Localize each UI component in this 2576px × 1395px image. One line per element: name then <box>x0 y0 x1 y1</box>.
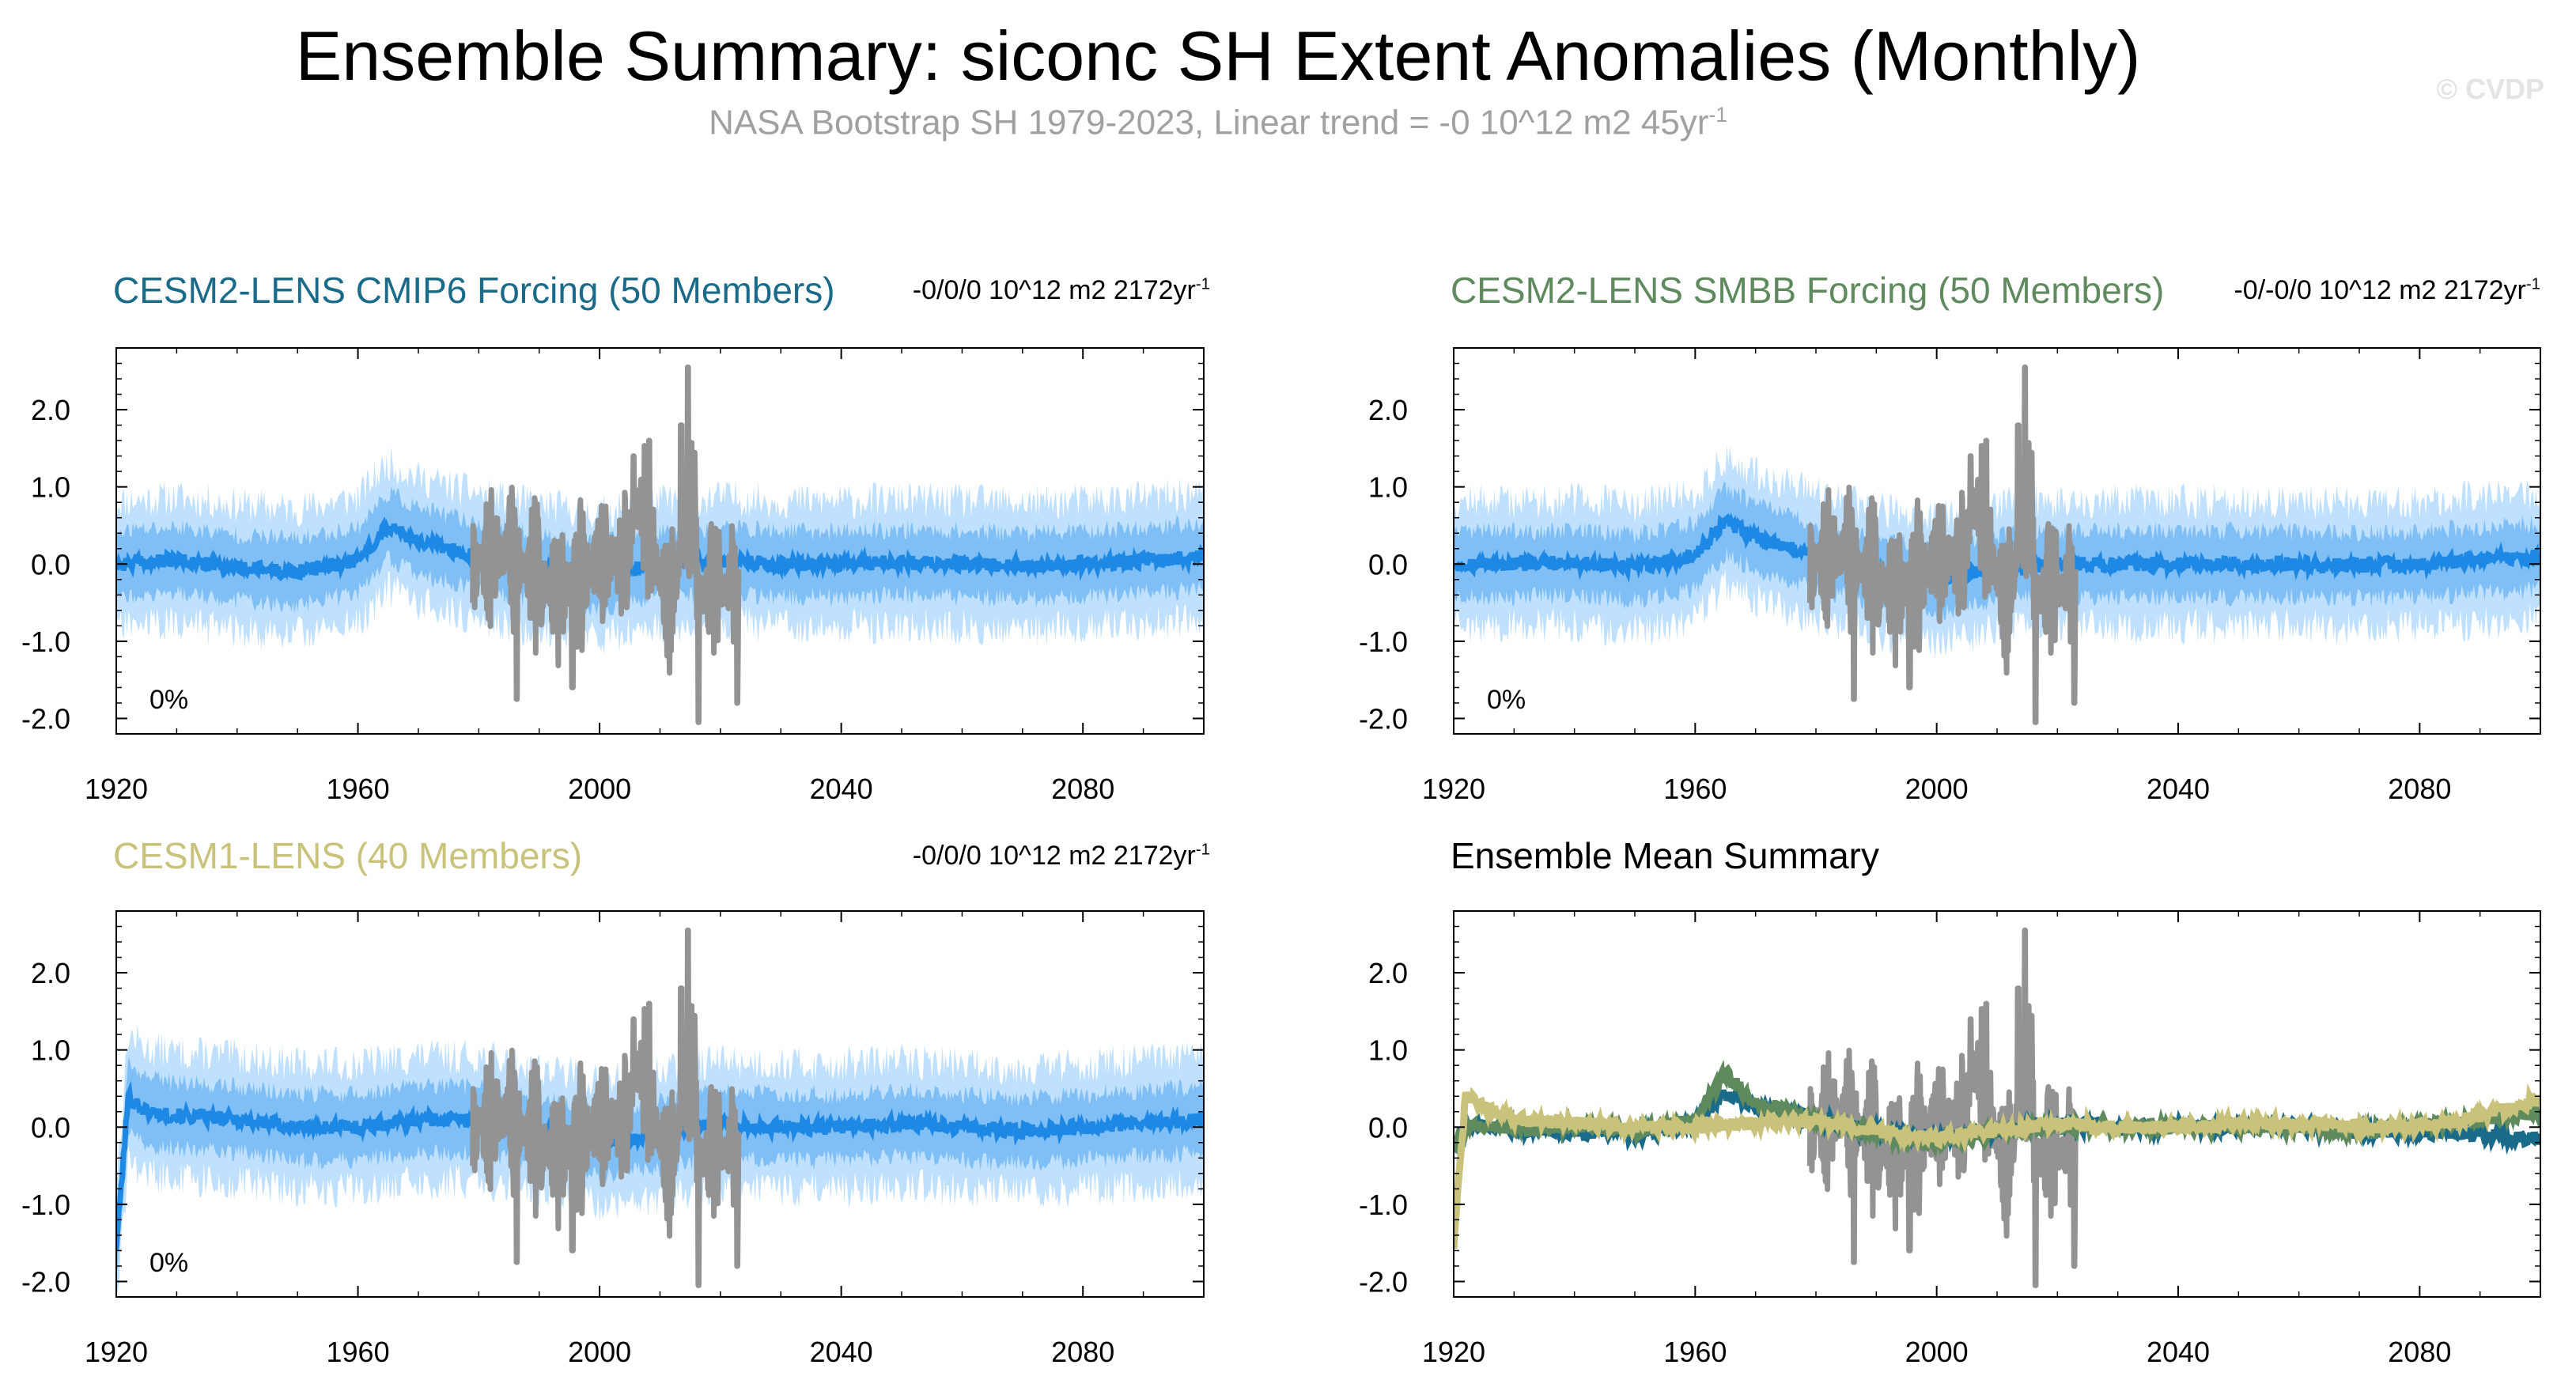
y-tick-label: 1.0 <box>31 1034 70 1067</box>
subtitle-text: NASA Bootstrap SH 1979-2023, Linear tren… <box>709 103 1709 142</box>
x-tick-label: 2000 <box>568 1336 631 1368</box>
observations-line <box>1806 364 2079 725</box>
plot-area <box>1454 364 2540 725</box>
envelope-mid <box>116 486 1204 617</box>
cvdp-watermark: © CVDP <box>2436 73 2544 105</box>
percent-label: 0% <box>149 685 188 715</box>
x-tick-label: 1960 <box>1663 773 1727 805</box>
figure-title: Ensemble Summary: siconc SH Extent Anoma… <box>295 17 2141 95</box>
x-tick-label: 1920 <box>1422 1336 1485 1368</box>
x-tick-label: 2000 <box>1905 773 1969 805</box>
x-tick-label: 1960 <box>1663 1336 1727 1368</box>
observations-line <box>1806 927 2079 1288</box>
panel-title-cesm2-cmip6: CESM2-LENS CMIP6 Forcing (50 Members) <box>113 270 835 311</box>
trend-exponent: -1 <box>2525 275 2540 293</box>
y-tick-label: 1.0 <box>31 471 70 504</box>
plot-frame <box>1453 910 2541 1298</box>
x-tick-label: 1960 <box>327 773 390 805</box>
trend-text: -0/-0/0 10^12 m2 2172yr <box>2234 275 2526 305</box>
panel-cesm2-smbb: 2.0 1.0 0.0 -1.0 -2.0 1920 1960 2000 2040 2080 0% <box>1359 347 2541 805</box>
y-tick-label: 0.0 <box>1368 1111 1408 1144</box>
y-tick-label: -1.0 <box>1359 626 1408 658</box>
panel-cesm2-cmip6: 2.0 1.0 0.0 -1.0 -2.0 1920 1960 2000 2040 2080 0% <box>21 347 1205 805</box>
trend-label-cesm1: -0/0/0 10^12 m2 2172yr-1 <box>913 841 1210 871</box>
y-tick-label: 0.0 <box>31 1111 70 1144</box>
x-tick-label: 1960 <box>327 1336 390 1368</box>
subtitle-exponent: -1 <box>1708 103 1727 127</box>
y-tick-label: 2.0 <box>31 957 70 989</box>
y-tick-label: -2.0 <box>21 702 70 735</box>
x-tick-label: 2080 <box>1051 773 1114 805</box>
panel-title-ensemble-mean: Ensemble Mean Summary <box>1451 835 1879 876</box>
y-tick-label: 0.0 <box>31 548 70 580</box>
y-tick-label: 1.0 <box>1368 471 1408 504</box>
y-tick-label: -1.0 <box>1359 1189 1408 1221</box>
panel-cesm1: 2.0 1.0 0.0 -1.0 -2.0 1920 1960 2000 2040 2080 0% <box>21 910 1205 1368</box>
y-tick-label: -2.0 <box>21 1265 70 1298</box>
panel-ensemble-mean-summary: 2.0 1.0 0.0 -1.0 -2.0 1920 1960 2000 2040 2080 <box>1359 910 2541 1368</box>
panel-title-cesm1: CESM1-LENS (40 Members) <box>113 835 583 876</box>
plot-area <box>116 364 1204 725</box>
x-tick-label: 2080 <box>2388 773 2451 805</box>
x-tick-label: 2040 <box>2147 1336 2210 1368</box>
x-tick-label: 2080 <box>2388 1336 2451 1368</box>
x-tick-label: 1920 <box>1422 773 1485 805</box>
trend-exponent: -1 <box>1195 841 1210 859</box>
x-tick-label: 2000 <box>568 773 631 805</box>
y-tick-label: 2.0 <box>1368 957 1408 989</box>
trend-exponent: -1 <box>1195 275 1210 293</box>
x-tick-label: 2080 <box>1051 1336 1114 1368</box>
percent-label: 0% <box>149 1248 188 1278</box>
y-tick-label: -1.0 <box>21 1189 70 1221</box>
figure-subtitle: NASA Bootstrap SH 1979-2023, Linear tren… <box>0 103 2436 143</box>
y-tick-label: 2.0 <box>1368 394 1408 426</box>
plot-area <box>116 927 1204 1297</box>
trend-label-cesm2-smbb: -0/-0/0 10^12 m2 2172yr-1 <box>2234 275 2540 306</box>
y-tick-label: 2.0 <box>31 394 70 426</box>
y-tick-label: -2.0 <box>1359 702 1408 735</box>
observations-line <box>470 927 742 1288</box>
panel-title-cesm2-smbb: CESM2-LENS SMBB Forcing (50 Members) <box>1451 270 2165 311</box>
x-tick-label: 1920 <box>85 1336 148 1368</box>
trend-text: -0/0/0 10^12 m2 2172yr <box>912 841 1196 871</box>
x-tick-label: 2040 <box>2147 773 2210 805</box>
y-tick-label: 0.0 <box>1368 548 1408 580</box>
x-tick-label: 2000 <box>1905 1336 1969 1368</box>
plot-area <box>1454 927 2540 1288</box>
y-tick-label: -1.0 <box>21 626 70 658</box>
y-tick-label: 1.0 <box>1368 1034 1408 1067</box>
x-tick-label: 2040 <box>810 1336 873 1368</box>
trend-text: -0/0/0 10^12 m2 2172yr <box>912 275 1196 305</box>
percent-label: 0% <box>1487 685 1526 715</box>
trend-label-cesm2-cmip6: -0/0/0 10^12 m2 2172yr-1 <box>913 275 1210 306</box>
x-tick-label: 1920 <box>85 773 148 805</box>
y-tick-label: -2.0 <box>1359 1265 1408 1298</box>
mean-line-2 <box>1454 1083 2540 1249</box>
observations-line <box>470 364 742 725</box>
envelope-mid <box>116 1057 1204 1280</box>
x-tick-label: 2040 <box>810 773 873 805</box>
